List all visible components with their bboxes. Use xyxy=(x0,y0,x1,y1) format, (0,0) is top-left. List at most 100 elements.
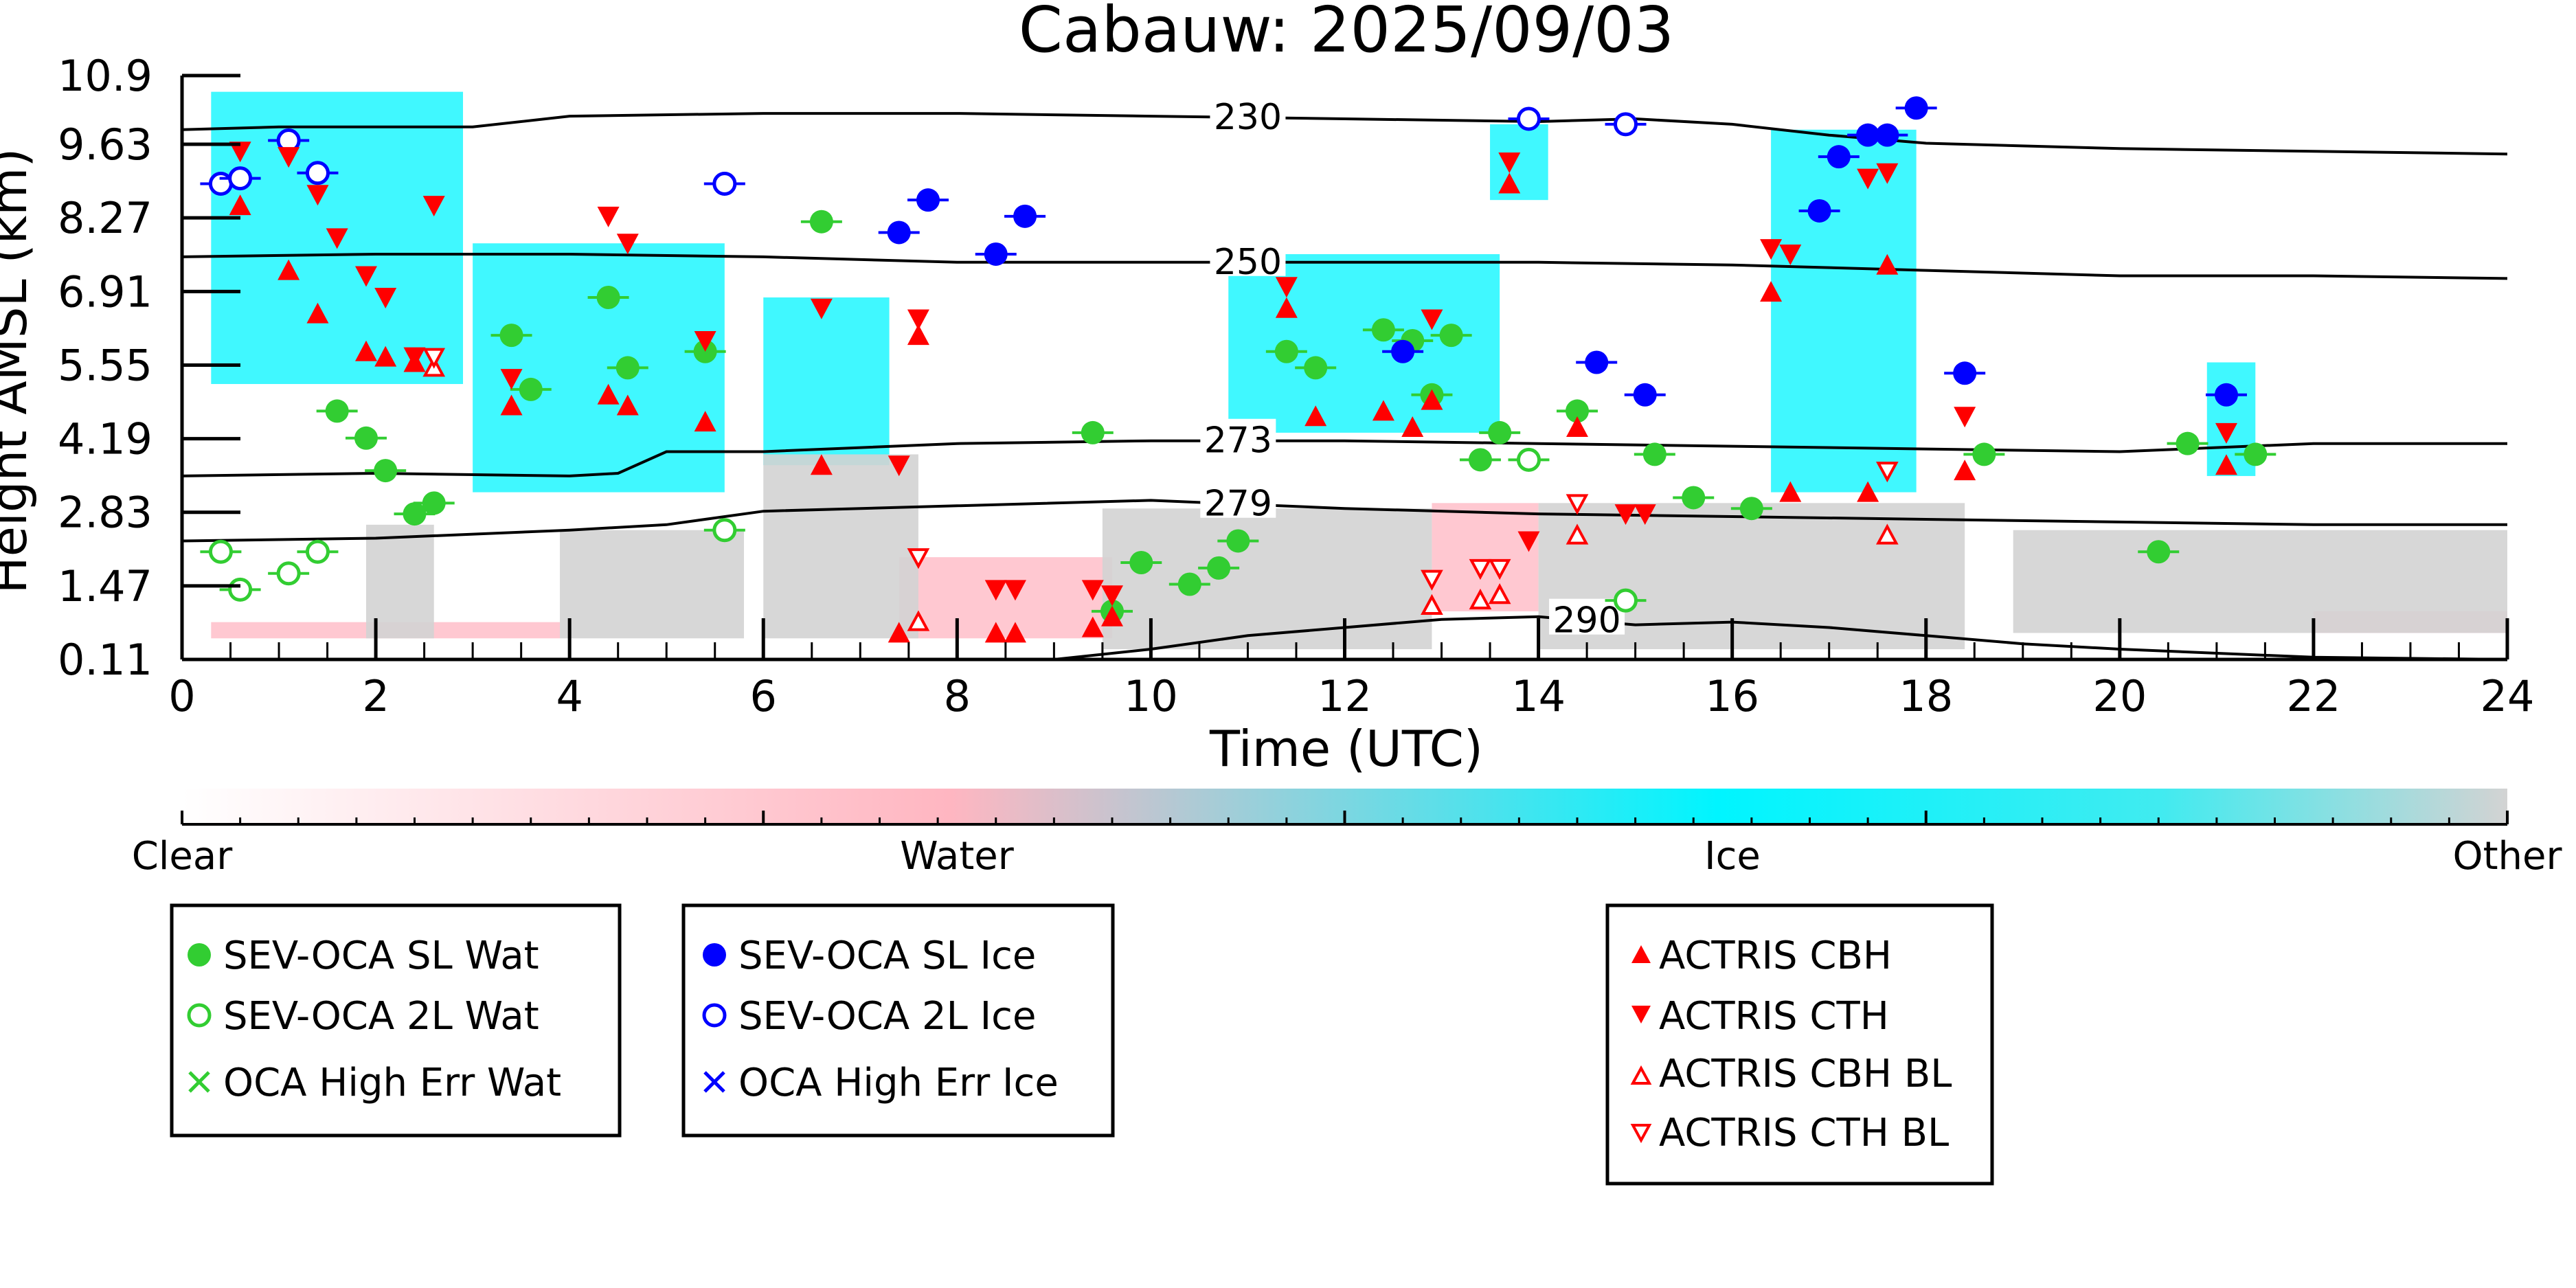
sev-oca-sl-wat-point xyxy=(615,356,640,380)
isotherm-230-label-bg xyxy=(1210,95,1286,132)
cloud-mask-ice-region xyxy=(763,297,890,466)
actris-cth-point xyxy=(1857,168,1879,190)
legend-label-actris-cth-bl: ACTRIS CTH BL xyxy=(1659,1111,1949,1155)
isotherm-273-label-bg xyxy=(1200,418,1276,455)
actris-cth-point xyxy=(403,347,426,368)
actris-cbh-bl-point xyxy=(1421,594,1443,615)
chart-title: Cabauw: 2025/09/03 xyxy=(1019,0,1674,67)
y-tick-label: 4.19 xyxy=(58,414,152,464)
actris-cth-point xyxy=(500,369,523,390)
sev-oca-2l-ice-point xyxy=(208,172,233,196)
legend-marker-actris-cbh xyxy=(1631,945,1651,963)
isotherm-230-label: 230 xyxy=(1214,97,1282,138)
isotherm-290-line xyxy=(1054,615,2507,659)
legend-label-sev-oca-2l-ice: SEV-OCA 2L Ice xyxy=(738,994,1036,1039)
actris-cth-point xyxy=(1421,309,1443,330)
actris-cbh-bl-point xyxy=(1566,523,1589,545)
actris-cbh-point xyxy=(888,622,910,643)
actris-cth-point xyxy=(422,196,445,217)
actris-cth-point xyxy=(888,455,910,477)
actris-cth-point xyxy=(354,266,377,287)
legend-ice: SEV-OCA SL Ice SEV-OCA 2L Ice OCA High E… xyxy=(681,903,1115,1138)
sev-oca-2l-wat-point xyxy=(228,577,253,602)
x-tick-label: 0 xyxy=(168,671,195,721)
cloud-mask-ice-region xyxy=(1771,129,1917,493)
actris-cth-point xyxy=(306,185,329,206)
actris-cth-point xyxy=(1498,152,1521,174)
actris-cth-point xyxy=(1517,531,1540,552)
sev-oca-sl-wat-point xyxy=(1371,318,1395,342)
actris-cth-point xyxy=(810,298,833,319)
cloud-mask-water-region xyxy=(899,557,1112,639)
sev-oca-sl-ice-point xyxy=(1953,361,1977,385)
sev-oca-2l-ice-point xyxy=(305,161,330,185)
legend-box-actris xyxy=(1605,903,1994,1186)
actris-cth-point xyxy=(1101,585,1123,607)
actris-cbh-point xyxy=(907,324,929,346)
x-tick-label: 10 xyxy=(1124,671,1178,721)
cloud-mask-water-region xyxy=(1432,503,1539,611)
legend-label-oca-high-err-ice: OCA High Err Ice xyxy=(738,1061,1059,1105)
x-axis-ticks: 0 2 4 6 8 10 12 14 16 18 20 22 24 xyxy=(168,618,2534,721)
actris-cth-point xyxy=(1779,244,1802,265)
actris-cth-point xyxy=(229,142,251,163)
y-tick-label: 1.47 xyxy=(58,561,152,611)
isotherm-250-line xyxy=(182,253,2507,280)
y-tick-label: 8.27 xyxy=(58,193,152,243)
actris-cth-bl-point xyxy=(907,548,930,569)
sev-oca-sl-wat-point xyxy=(325,399,349,423)
colorbar-label-water: Water xyxy=(900,834,1015,879)
x-tick-label: 6 xyxy=(750,671,777,721)
sev-oca-sl-wat-point xyxy=(374,459,398,483)
sev-oca-sl-wat-point xyxy=(403,502,427,526)
sev-oca-sl-wat-point xyxy=(1642,442,1667,466)
isotherm-279-label: 279 xyxy=(1204,484,1272,525)
actris-cth-point xyxy=(1614,504,1637,526)
sev-oca-sl-wat-point xyxy=(1972,442,1996,466)
actris-cbh-point xyxy=(278,259,300,280)
sev-oca-sl-ice-point xyxy=(1391,339,1415,363)
actris-cbh-point xyxy=(694,411,716,432)
sev-oca-sl-wat-point xyxy=(2176,431,2200,455)
actris-cbh-point xyxy=(1004,622,1026,643)
sev-oca-sl-wat-point xyxy=(1488,420,1512,444)
actris-cbh-point xyxy=(1275,297,1298,318)
colorbar-ticks xyxy=(181,811,2509,824)
sev-oca-sl-ice-point xyxy=(1013,204,1037,228)
sev-oca-2l-wat-point xyxy=(1614,588,1638,613)
legend-label-actris-cth: ACTRIS CTH xyxy=(1659,994,1889,1039)
sev-oca-sl-wat-point xyxy=(354,426,378,450)
isotherm-273-line xyxy=(182,439,2507,477)
actris-cth-point xyxy=(907,309,929,330)
x-tick-label: 2 xyxy=(362,671,389,721)
sev-oca-2l-wat-point xyxy=(208,539,233,564)
actris-cbh-bl-point xyxy=(1488,583,1511,605)
actris-cbh-bl-point xyxy=(1469,588,1492,610)
cloud-mask-other-region xyxy=(763,454,918,639)
y-tick-label: 10.9 xyxy=(58,51,152,101)
sev-oca-sl-wat-point xyxy=(1274,339,1298,363)
x-tick-label: 22 xyxy=(2286,671,2340,721)
data-markers xyxy=(200,96,2276,643)
sev-oca-sl-wat-point xyxy=(2147,540,2171,564)
actris-cbh-point xyxy=(1101,605,1123,626)
actris-cth-point xyxy=(1004,580,1026,601)
actris-cbh-point xyxy=(306,302,329,324)
legend-marker-actris-cbh-bl xyxy=(1630,1065,1652,1085)
actris-cth-point xyxy=(326,228,348,249)
sev-oca-sl-wat-point xyxy=(1304,356,1328,380)
actris-cth-point xyxy=(1634,504,1656,526)
legend-marker-actris-cth xyxy=(1631,1006,1651,1024)
sev-oca-sl-ice-point xyxy=(887,221,911,245)
legend-label-sev-oca-sl-wat: SEV-OCA SL Wat xyxy=(223,934,539,978)
actris-cbh-point xyxy=(1372,400,1394,421)
actris-cth-point xyxy=(1081,580,1104,601)
sev-oca-sl-wat-point xyxy=(499,324,523,348)
colorbar: Clear Water Ice Other xyxy=(132,789,2562,879)
sev-oca-sl-ice-point xyxy=(1875,123,1899,147)
sev-oca-2l-ice-point xyxy=(712,172,737,196)
isotherm-250-label: 250 xyxy=(1214,242,1282,283)
actris-cth-bl-point xyxy=(1469,558,1492,580)
x-tick-label: 14 xyxy=(1511,671,1566,721)
